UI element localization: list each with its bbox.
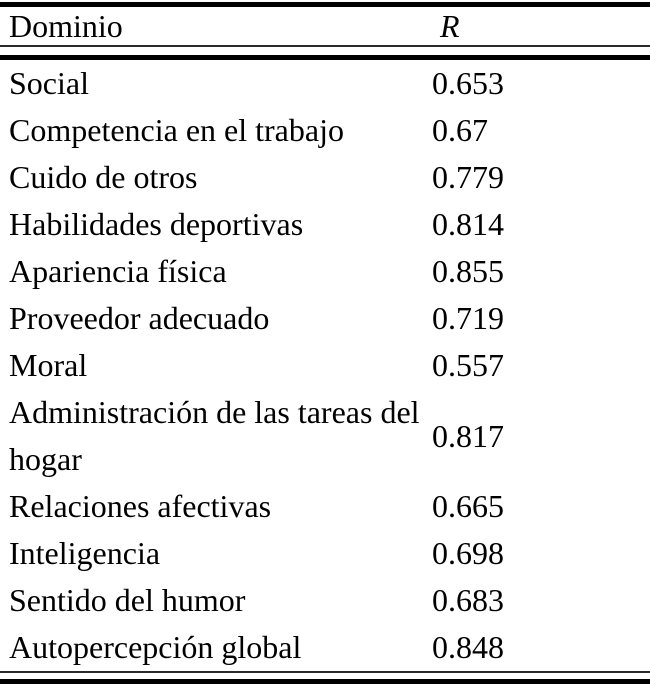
- r-value-cell: 0.665: [432, 488, 504, 524]
- r-value-cell: 0.719: [432, 300, 504, 336]
- domain-cell: Social: [9, 65, 89, 101]
- r-value-cell: 0.817: [432, 417, 504, 454]
- domain-cell: Cuido de otros: [9, 159, 198, 195]
- r-value-cell: 0.855: [432, 253, 504, 289]
- r-value-cell: 0.779: [432, 159, 504, 195]
- r-value-cell: 0.848: [432, 629, 504, 665]
- domain-cell: Inteligencia: [9, 535, 161, 571]
- domain-cell: Autopercepción global: [9, 629, 302, 665]
- header-rule-gap: [0, 47, 650, 55]
- table-body: Social 0.653 Competencia en el trabajo 0.67…: [0, 60, 650, 671]
- domain-cell: Competencia en el trabajo: [9, 112, 344, 148]
- table-top-rule: [0, 2, 650, 7]
- table-row: Autopercepción global 0.848: [0, 624, 650, 671]
- column-header-dominio: Dominio: [9, 8, 123, 44]
- table-row: Sentido del humor 0.683: [0, 577, 650, 624]
- table-row: Habilidades deportivas 0.814: [0, 201, 650, 248]
- column-header-r: R: [440, 8, 460, 44]
- r-value-cell: 0.653: [432, 65, 504, 101]
- domain-cell: Moral: [9, 347, 88, 383]
- table-header-row: Dominio R: [0, 7, 650, 45]
- table-row: Inteligencia 0.698: [0, 530, 650, 577]
- domain-cell: Sentido del humor: [9, 582, 246, 618]
- table-row: Relaciones afectivas 0.665: [0, 483, 650, 530]
- r-value-cell: 0.67: [432, 112, 488, 148]
- r-value-cell: 0.698: [432, 535, 504, 571]
- table-row: Cuido de otros 0.779: [0, 154, 650, 201]
- domain-cell: Apariencia física: [9, 253, 227, 289]
- table-bottom-rule: [0, 679, 650, 684]
- table-row: Competencia en el trabajo 0.67: [0, 107, 650, 154]
- r-value-cell: 0.557: [432, 347, 504, 383]
- domain-cell: Proveedor adecuado: [9, 300, 270, 336]
- domain-cell: Administración de las tareas del hogar: [9, 394, 420, 477]
- header-thin-rule: [0, 45, 650, 47]
- domain-cell: Habilidades deportivas: [9, 206, 304, 242]
- table-row: Administración de las tareas del hogar 0.…: [0, 389, 650, 483]
- table-row: Social 0.653: [0, 60, 650, 107]
- bottom-thin-rule: [0, 671, 650, 673]
- r-value-cell: 0.814: [432, 206, 504, 242]
- table-row: Apariencia física 0.855: [0, 248, 650, 295]
- header-thick-rule: [0, 55, 650, 60]
- table-row: Proveedor adecuado 0.719: [0, 295, 650, 342]
- r-value-cell: 0.683: [432, 582, 504, 618]
- table-row: Moral 0.557: [0, 342, 650, 389]
- domain-cell: Relaciones afectivas: [9, 488, 272, 524]
